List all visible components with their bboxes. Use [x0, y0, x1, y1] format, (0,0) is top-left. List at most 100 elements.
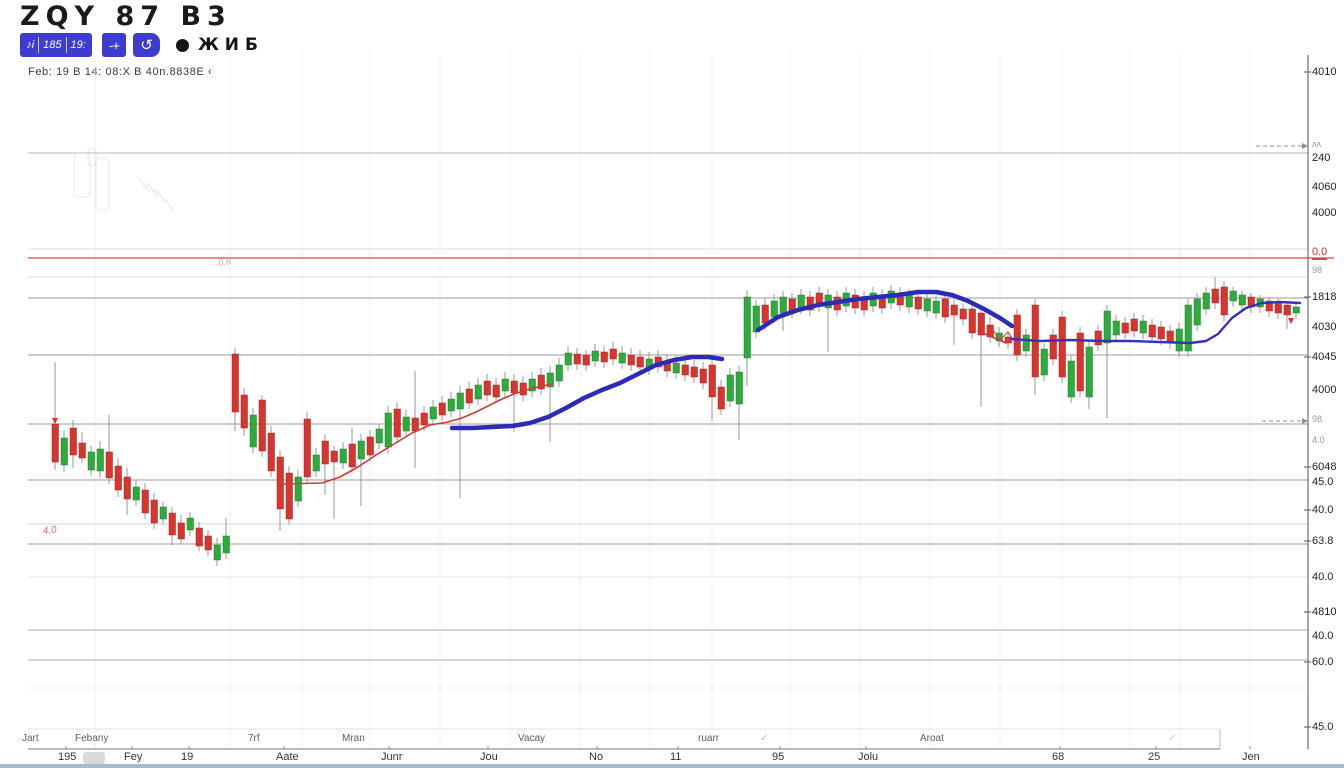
- price-label: 240: [1312, 152, 1331, 164]
- candle-body: [87, 451, 95, 471]
- candle-body: [546, 372, 554, 388]
- candle-body: [384, 412, 392, 448]
- candle-body: [690, 366, 698, 378]
- candle-body: [159, 506, 167, 520]
- date-label: 95: [772, 751, 785, 763]
- candle-body: [204, 535, 212, 551]
- candle-body: [330, 450, 338, 463]
- candle-body: [420, 412, 428, 426]
- crosshair-tool-button[interactable]: -+: [102, 33, 126, 57]
- candle-body: [456, 392, 464, 410]
- price-label: 4010: [1312, 66, 1337, 78]
- candle-body: [1076, 332, 1084, 392]
- candle-body: [950, 304, 958, 316]
- candle-body: [1094, 330, 1102, 346]
- candle-body: [294, 476, 302, 502]
- candle-body: [123, 476, 131, 500]
- candle-body: [672, 362, 680, 374]
- price-arrow-marker: [52, 418, 58, 424]
- candle-body: [483, 380, 491, 396]
- price-label: 4810: [1312, 606, 1337, 618]
- candle-body: [1139, 320, 1147, 334]
- price-label: 45.0: [1312, 721, 1334, 733]
- crosshair-icon: -+: [109, 37, 120, 53]
- date-label: 68: [1052, 751, 1065, 763]
- candle-body: [770, 300, 778, 318]
- candle-body: [195, 527, 203, 547]
- toolbar-label: ЖИБ: [198, 35, 264, 55]
- watermark-shape: [165, 199, 175, 213]
- candle-body: [501, 378, 509, 392]
- candle-body: [465, 388, 473, 404]
- candle-body: [339, 448, 347, 464]
- price-label: 40.0: [1312, 571, 1334, 583]
- candle-body: [1085, 346, 1093, 398]
- date-label-month: Mran: [342, 733, 365, 744]
- date-label-month: 7rf: [248, 733, 260, 744]
- price-label: 4060: [1312, 181, 1337, 193]
- status-dot-icon: [176, 38, 189, 52]
- candle-body: [923, 298, 931, 312]
- candle-body: [240, 394, 248, 429]
- candle-body: [681, 364, 689, 376]
- candle-body: [393, 408, 401, 438]
- candle-body: [132, 486, 140, 501]
- candle-body: [537, 374, 545, 390]
- timeframe-button[interactable]: ♪i 185 19:: [20, 33, 92, 57]
- refresh-button[interactable]: ↺: [133, 33, 160, 57]
- candle-body: [168, 512, 176, 536]
- date-label: 195: [58, 751, 77, 763]
- candle-body: [582, 354, 590, 366]
- candle-body: [96, 448, 104, 472]
- date-label-month: ✓: [1168, 733, 1177, 744]
- candle-body: [726, 374, 734, 402]
- candle-body: [564, 352, 572, 366]
- candle-body: [905, 294, 913, 308]
- dashed-marker-arrow: [1302, 418, 1308, 424]
- candle-body: [959, 308, 967, 320]
- candle-body: [303, 418, 311, 478]
- candle-body: [447, 398, 455, 412]
- chart-title: ZQY 87 B3: [20, 1, 232, 32]
- candle-body: [402, 416, 410, 432]
- moving-average-line: [977, 330, 1007, 344]
- candle-body: [105, 451, 113, 479]
- candle-body: [366, 436, 374, 456]
- candle-body: [348, 443, 356, 468]
- candle-body: [231, 353, 239, 413]
- moving-average-line: [281, 383, 553, 485]
- watermark-shape: [145, 181, 159, 197]
- date-label-month: Vacay: [518, 733, 546, 744]
- date-label: 25: [1148, 751, 1161, 763]
- candle-body: [1040, 348, 1048, 376]
- candle-body: [743, 296, 751, 359]
- candle-body: [519, 382, 527, 396]
- watermark-shape: [73, 152, 91, 198]
- candle-body: [1175, 328, 1183, 352]
- timeframe-segment-1: ♪i: [22, 37, 40, 53]
- watermark-shape: [155, 189, 167, 203]
- candle-body: [1157, 326, 1165, 340]
- candle-body: [528, 378, 536, 392]
- candle-body: [1193, 298, 1201, 326]
- candle-body: [1067, 360, 1075, 398]
- ohlc-info-line: Feb: 19 B 14: 08:X B 40n.8838E ‹: [28, 66, 213, 78]
- candle-body: [717, 386, 725, 410]
- date-axis-chip[interactable]: [83, 752, 105, 764]
- bottom-scrollbar[interactable]: [0, 764, 1344, 768]
- candle-body: [429, 406, 437, 420]
- date-label: 19: [181, 751, 194, 763]
- chart-annotation: 4.0: [42, 525, 57, 537]
- candle-body: [321, 440, 329, 465]
- price-arrow-marker: [1288, 318, 1294, 324]
- date-label-month: ruarr: [698, 733, 720, 744]
- candle-body: [977, 312, 985, 336]
- candle-body: [914, 296, 922, 310]
- candle-body: [222, 535, 230, 554]
- candle-body: [968, 308, 976, 334]
- candle-body: [285, 472, 293, 520]
- candle-body: [752, 305, 760, 333]
- candle-body: [1202, 292, 1210, 310]
- price-label: 4045: [1312, 351, 1337, 363]
